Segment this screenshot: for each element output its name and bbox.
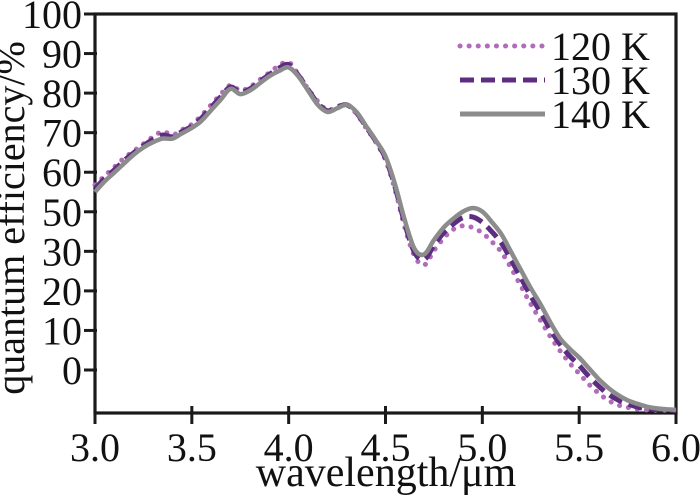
y-tick-label: 80	[42, 71, 82, 116]
legend-label: 140 K	[551, 92, 650, 137]
x-tick-label: 4.5	[361, 425, 411, 470]
x-tick-label: 5.0	[457, 425, 507, 470]
x-axis-title: wavelength/μm	[256, 450, 517, 495]
y-tick-label: 10	[42, 308, 82, 353]
x-tick-label: 5.5	[554, 425, 604, 470]
series-lines	[92, 59, 679, 413]
series-line-140k	[93, 64, 677, 413]
y-axis-title: quantum efficiency/%	[0, 41, 33, 395]
y-tick-label: 90	[42, 32, 82, 77]
x-tick-label: 3.5	[167, 425, 217, 470]
legend-label: 130 K	[551, 58, 650, 103]
y-tick-label: 20	[42, 269, 82, 314]
y-tick-label: 30	[42, 229, 82, 274]
legend-item: 130 K	[460, 58, 650, 103]
y-tick-label: 70	[42, 111, 82, 156]
x-tick-label: 4.0	[264, 425, 314, 470]
x-tick-label: 3.0	[70, 425, 120, 470]
x-axis: 3.0 3.5 4.0 4.5 5.0 5.5 6.0	[70, 406, 700, 470]
y-tick-label: 50	[42, 190, 82, 235]
y-tick-label: 100	[22, 0, 82, 37]
legend-item: 120 K	[457, 24, 650, 69]
y-tick-label: 0	[62, 348, 82, 393]
y-tick-label: 60	[42, 150, 82, 195]
legend-item: 140 K	[460, 92, 650, 137]
legend-label: 120 K	[551, 24, 650, 69]
x-tick-label: 6.0	[651, 425, 700, 470]
